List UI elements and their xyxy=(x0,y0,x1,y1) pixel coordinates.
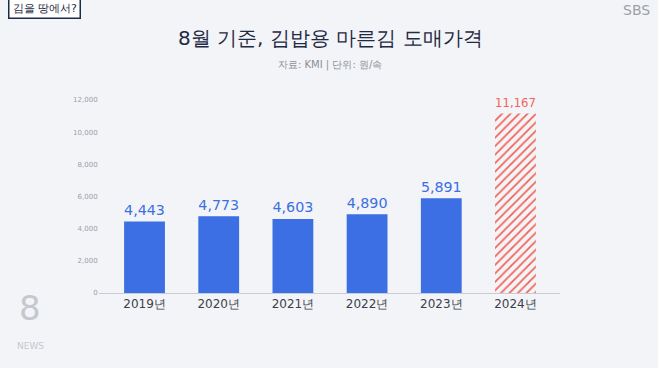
svg-text:4,603: 4,603 xyxy=(273,199,314,215)
svg-text:8,000: 8,000 xyxy=(78,161,98,169)
svg-text:8월 기준, 김밥용 마른김 도매가격: 8월 기준, 김밥용 마른김 도매가격 xyxy=(178,26,483,50)
svg-text:11,167: 11,167 xyxy=(495,96,536,110)
svg-text:4,890: 4,890 xyxy=(347,195,388,211)
svg-text:2020년: 2020년 xyxy=(197,297,240,311)
svg-text:5,891: 5,891 xyxy=(421,179,462,195)
svg-text:자료: KMI | 단위: 원/속: 자료: KMI | 단위: 원/속 xyxy=(278,59,382,71)
svg-text:2019년: 2019년 xyxy=(123,297,166,311)
svg-text:10,000: 10,000 xyxy=(73,129,98,137)
svg-text:김을 땅에서?: 김을 땅에서? xyxy=(13,2,77,15)
svg-text:4,443: 4,443 xyxy=(124,202,165,218)
svg-text:4,773: 4,773 xyxy=(198,197,239,213)
svg-text:2021년: 2021년 xyxy=(272,297,315,311)
svg-text:4,000: 4,000 xyxy=(78,225,98,233)
svg-text:6,000: 6,000 xyxy=(78,193,98,201)
svg-text:SBS: SBS xyxy=(623,2,650,18)
svg-text:2023년: 2023년 xyxy=(420,297,463,311)
svg-text:2022년: 2022년 xyxy=(346,297,389,311)
svg-text:2024년: 2024년 xyxy=(494,297,537,311)
svg-text:12,000: 12,000 xyxy=(73,96,98,104)
svg-text:0: 0 xyxy=(93,289,97,297)
svg-text:8: 8 xyxy=(19,288,41,328)
svg-text:NEWS: NEWS xyxy=(17,341,44,351)
svg-text:2,000: 2,000 xyxy=(78,257,98,265)
